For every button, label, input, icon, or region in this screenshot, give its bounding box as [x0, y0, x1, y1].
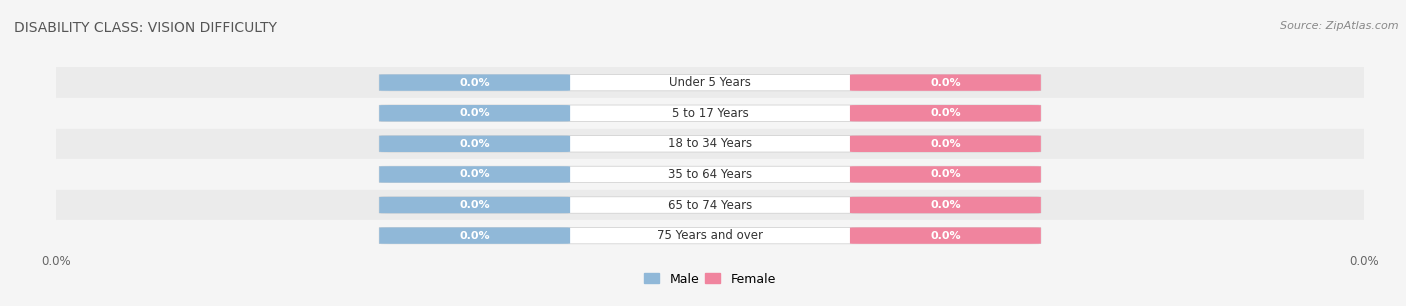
FancyBboxPatch shape	[380, 74, 1040, 91]
FancyBboxPatch shape	[851, 166, 1040, 183]
Text: 35 to 64 Years: 35 to 64 Years	[668, 168, 752, 181]
FancyBboxPatch shape	[380, 197, 569, 213]
Text: 18 to 34 Years: 18 to 34 Years	[668, 137, 752, 150]
Text: Source: ZipAtlas.com: Source: ZipAtlas.com	[1281, 21, 1399, 32]
FancyBboxPatch shape	[380, 105, 1040, 121]
Text: 0.0%: 0.0%	[460, 200, 489, 210]
FancyBboxPatch shape	[851, 74, 1040, 91]
FancyBboxPatch shape	[380, 166, 1040, 183]
Text: 0.0%: 0.0%	[931, 108, 960, 118]
Text: 0.0%: 0.0%	[460, 170, 489, 179]
FancyBboxPatch shape	[380, 74, 569, 91]
FancyBboxPatch shape	[851, 105, 1040, 121]
Text: 75 Years and over: 75 Years and over	[657, 229, 763, 242]
Text: 0.0%: 0.0%	[931, 200, 960, 210]
Text: 0.0%: 0.0%	[931, 231, 960, 241]
Legend: Male, Female: Male, Female	[640, 267, 780, 291]
Text: 0.0%: 0.0%	[460, 108, 489, 118]
FancyBboxPatch shape	[380, 105, 569, 121]
Bar	[56, 190, 1364, 220]
Text: 0.0%: 0.0%	[931, 139, 960, 149]
FancyBboxPatch shape	[380, 227, 1040, 244]
FancyBboxPatch shape	[380, 197, 1040, 213]
Bar	[56, 129, 1364, 159]
FancyBboxPatch shape	[851, 136, 1040, 152]
FancyBboxPatch shape	[380, 136, 569, 152]
FancyBboxPatch shape	[380, 227, 569, 244]
Bar	[56, 98, 1364, 129]
FancyBboxPatch shape	[380, 136, 1040, 152]
Text: 0.0%: 0.0%	[931, 170, 960, 179]
Text: 0.0%: 0.0%	[460, 139, 489, 149]
FancyBboxPatch shape	[851, 197, 1040, 213]
Text: 0.0%: 0.0%	[460, 78, 489, 88]
Text: DISABILITY CLASS: VISION DIFFICULTY: DISABILITY CLASS: VISION DIFFICULTY	[14, 21, 277, 35]
Text: Under 5 Years: Under 5 Years	[669, 76, 751, 89]
Text: 5 to 17 Years: 5 to 17 Years	[672, 107, 748, 120]
Text: 65 to 74 Years: 65 to 74 Years	[668, 199, 752, 211]
Text: 0.0%: 0.0%	[931, 78, 960, 88]
Bar	[56, 220, 1364, 251]
Bar	[56, 67, 1364, 98]
Bar	[56, 159, 1364, 190]
FancyBboxPatch shape	[380, 166, 569, 183]
FancyBboxPatch shape	[851, 227, 1040, 244]
Text: 0.0%: 0.0%	[460, 231, 489, 241]
